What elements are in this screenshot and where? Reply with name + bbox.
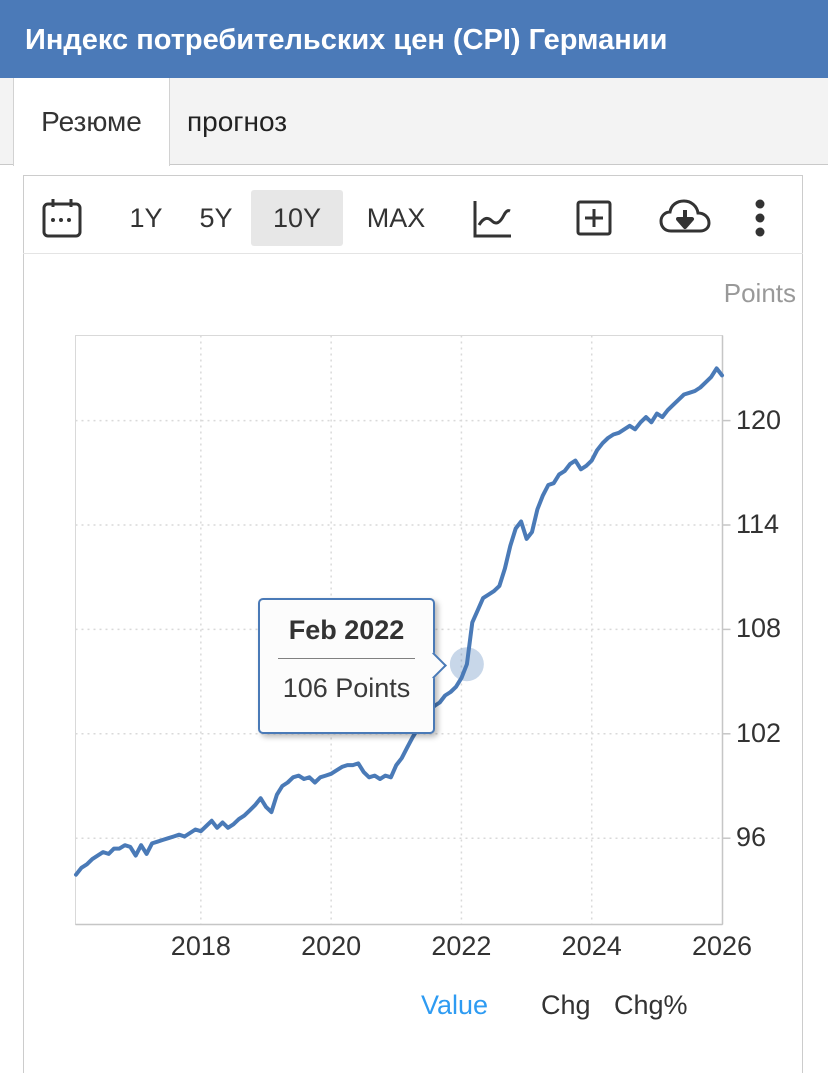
chart-tooltip: Feb 2022 106 Points [258, 598, 447, 734]
x-axis-label: 2022 [431, 931, 492, 961]
x-axis-label: 2026 [691, 931, 753, 961]
tooltip-value: 106 Points [282, 673, 411, 703]
page-title: Индекс потребительских цен (CPI) Германи… [25, 24, 668, 56]
chart-toolbar: 1Y 5Y 10Y MAX [23, 175, 803, 254]
line-chart-icon[interactable] [469, 195, 515, 241]
y-axis-label: 96 [736, 822, 767, 853]
tooltip-divider [278, 658, 415, 659]
y-axis-label: 120 [736, 404, 782, 435]
x-axis-label: 2024 [561, 931, 622, 961]
tab-forecast[interactable]: прогноз [187, 106, 288, 137]
tooltip-date: Feb 2022 [288, 615, 405, 645]
y-axis-label: 114 [736, 509, 780, 539]
range-5y-button[interactable]: 5Y [199, 203, 233, 233]
x-axis-label: 2018 [170, 931, 231, 961]
kebab-menu-icon[interactable] [745, 195, 775, 241]
x-axis-label: 2020 [301, 931, 362, 961]
series-value-link[interactable]: Value [421, 990, 489, 1020]
range-max-button[interactable]: MAX [366, 203, 426, 233]
range-10y-button[interactable]: 10Y [251, 190, 343, 246]
series-chg-link[interactable]: Chg [541, 990, 591, 1020]
series-chgpct-link[interactable]: Chg% [614, 990, 688, 1020]
title-bar: Индекс потребительских цен (CPI) Германи… [0, 0, 828, 78]
cloud-download-icon[interactable] [657, 195, 713, 241]
y-axis-label: 102 [736, 717, 782, 748]
tab-summary[interactable]: Резюме [13, 78, 170, 166]
compare-plus-icon[interactable] [571, 195, 617, 241]
unit-label: Points [723, 278, 796, 308]
range-1y-button[interactable]: 1Y [129, 203, 163, 233]
calendar-icon[interactable] [39, 195, 85, 241]
y-axis-label: 108 [736, 613, 782, 644]
